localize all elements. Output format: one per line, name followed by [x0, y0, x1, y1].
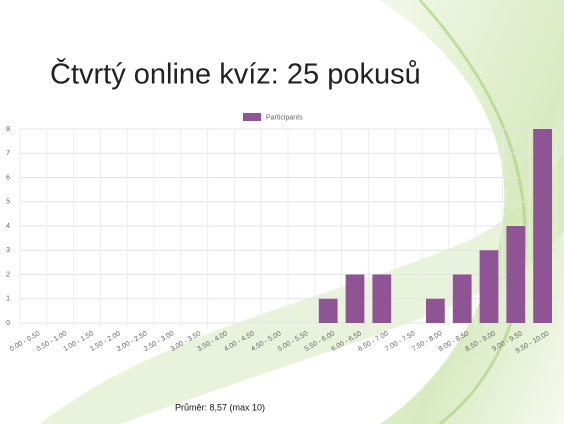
- slide-title: Čtvrtý online kvíz: 25 pokusů: [50, 57, 421, 91]
- y-tick-label: 8: [6, 126, 10, 133]
- y-tick-label: 7: [6, 150, 10, 157]
- legend-swatch: [243, 113, 261, 121]
- y-tick-label: 4: [6, 223, 10, 230]
- caption: Průměr: 8,57 (max 10): [175, 402, 265, 412]
- bar: [452, 274, 472, 323]
- bar: [426, 298, 445, 323]
- bar: [372, 274, 392, 323]
- y-tick-label: 6: [6, 174, 10, 181]
- y-tick-label: 1: [6, 296, 10, 303]
- decoration: [40, 150, 564, 424]
- legend-label: Participants: [266, 114, 303, 121]
- bar: [533, 129, 552, 323]
- bar: [345, 274, 365, 323]
- bar: [318, 298, 338, 323]
- y-tick-label: 0: [6, 320, 10, 327]
- y-tick-label: 5: [6, 199, 10, 206]
- bar: [479, 250, 499, 323]
- bar: [506, 226, 526, 323]
- y-tick-label: 3: [6, 247, 10, 254]
- y-tick-label: 2: [6, 271, 10, 278]
